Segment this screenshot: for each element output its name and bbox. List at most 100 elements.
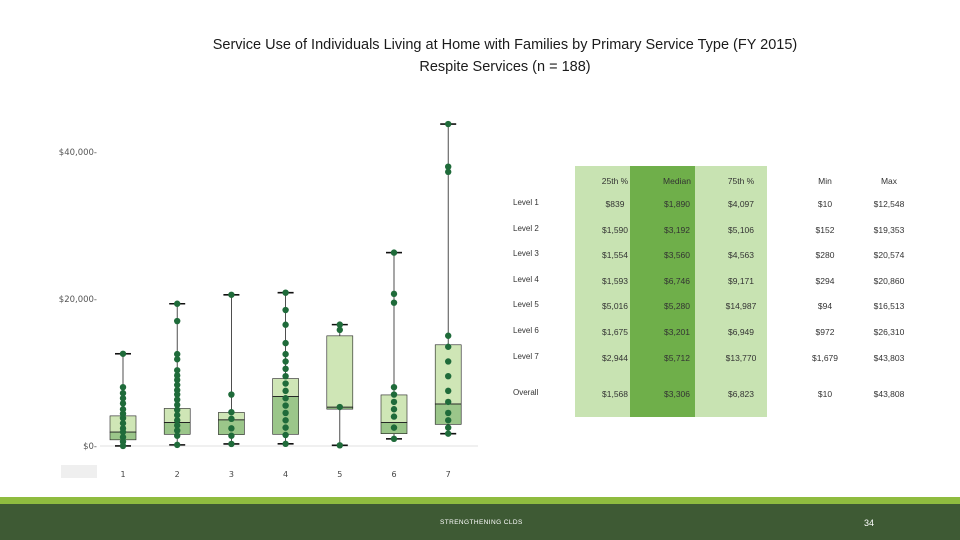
data-point	[445, 358, 452, 365]
x-tick-label: 1	[120, 470, 125, 479]
table-row-label: Level 1	[513, 198, 539, 207]
data-point	[174, 386, 181, 394]
table-cell: $294	[815, 276, 835, 286]
data-point	[445, 163, 452, 170]
table-row-label: Level 5	[513, 300, 539, 309]
data-point	[174, 300, 181, 307]
data-point	[282, 417, 289, 424]
data-point	[336, 403, 343, 411]
data-point	[119, 384, 127, 391]
data-point	[445, 372, 452, 380]
table-row-label: Level 6	[513, 326, 539, 335]
table-cell: $280	[815, 250, 835, 260]
footer-accent-band	[0, 497, 960, 504]
data-point	[336, 326, 343, 334]
table-row-label: Level 3	[513, 249, 539, 258]
data-point	[174, 441, 181, 449]
data-point	[174, 411, 181, 419]
table-cell: $10	[817, 389, 833, 399]
data-point	[228, 440, 235, 448]
page-number: 34	[864, 518, 875, 528]
data-point	[282, 409, 289, 417]
footer-text: STRENGTHENING CLDS	[440, 519, 523, 526]
data-point	[119, 389, 127, 397]
table-cell: $4,097	[728, 199, 754, 209]
data-point	[174, 376, 181, 384]
chart-title-line1: Service Use of Individuals Living at Hom…	[212, 37, 798, 53]
data-point	[119, 350, 127, 357]
data-point	[390, 424, 398, 431]
data-point	[282, 306, 289, 314]
y-tick-label: $0-	[83, 442, 97, 452]
data-point	[119, 400, 127, 407]
table-cell: $152	[815, 225, 835, 235]
table-header-cell: Min	[818, 176, 832, 186]
data-point	[390, 384, 398, 391]
y-tick-label: $40,000-	[59, 148, 97, 158]
table-cell: $3,192	[664, 225, 690, 235]
table-cell: $6,823	[728, 389, 754, 399]
data-point	[282, 395, 289, 402]
data-point	[282, 387, 289, 395]
data-point	[174, 381, 181, 389]
data-point	[228, 425, 235, 432]
table-header-cell: 75th %	[727, 176, 755, 186]
data-point	[390, 391, 398, 398]
x-tick-label: 7	[446, 470, 451, 479]
data-point	[119, 410, 127, 417]
data-point	[282, 431, 289, 439]
data-point	[174, 396, 181, 403]
data-point	[445, 417, 452, 424]
x-tick-label: 6	[391, 470, 396, 479]
table-cell: $5,106	[728, 225, 754, 235]
data-point	[445, 168, 452, 176]
table-cell: $20,574	[873, 250, 905, 260]
table-cell: $14,987	[725, 301, 757, 311]
table-column-shade	[695, 166, 767, 417]
table-cell: $5,016	[602, 301, 628, 311]
data-point	[336, 321, 343, 328]
table-cell: $94	[817, 301, 833, 311]
table-cell: $1,890	[664, 199, 690, 209]
data-point	[282, 358, 289, 365]
table-row-label: Overall	[513, 388, 539, 397]
data-point	[228, 291, 235, 298]
data-point	[445, 343, 452, 350]
data-point	[390, 413, 398, 420]
data-point	[119, 433, 127, 441]
data-point	[174, 427, 181, 434]
data-point	[228, 432, 235, 439]
data-point	[336, 442, 343, 449]
data-point	[174, 432, 181, 439]
data-point	[119, 420, 127, 427]
data-point	[282, 380, 289, 387]
data-point	[119, 442, 127, 450]
table-header-cell: 25th %	[601, 176, 629, 186]
table-row-label: Level 7	[513, 352, 539, 361]
data-point	[282, 402, 289, 409]
table-cell: $972	[815, 327, 835, 337]
table-cell: $6,746	[664, 276, 690, 286]
table-cell: $1,593	[602, 276, 628, 286]
data-point	[174, 417, 181, 424]
data-point	[174, 350, 181, 358]
data-point	[390, 249, 398, 256]
table-cell: $3,560	[664, 250, 690, 260]
data-point	[228, 408, 235, 416]
data-point	[174, 406, 181, 414]
data-point	[174, 317, 181, 325]
table-header-cell: Max	[880, 176, 898, 186]
footer-bar	[0, 504, 960, 540]
data-point	[282, 440, 289, 448]
table-cell: $5,712	[664, 353, 690, 363]
data-point	[282, 339, 289, 347]
data-point	[119, 414, 127, 422]
data-point	[282, 424, 289, 431]
table-cell: $1,679	[812, 353, 838, 363]
data-point	[445, 430, 452, 437]
data-point	[282, 365, 289, 373]
table-cell: $2,944	[602, 353, 628, 363]
x-tick-label: 2	[175, 470, 180, 479]
table-cell: $6,949	[728, 327, 754, 337]
